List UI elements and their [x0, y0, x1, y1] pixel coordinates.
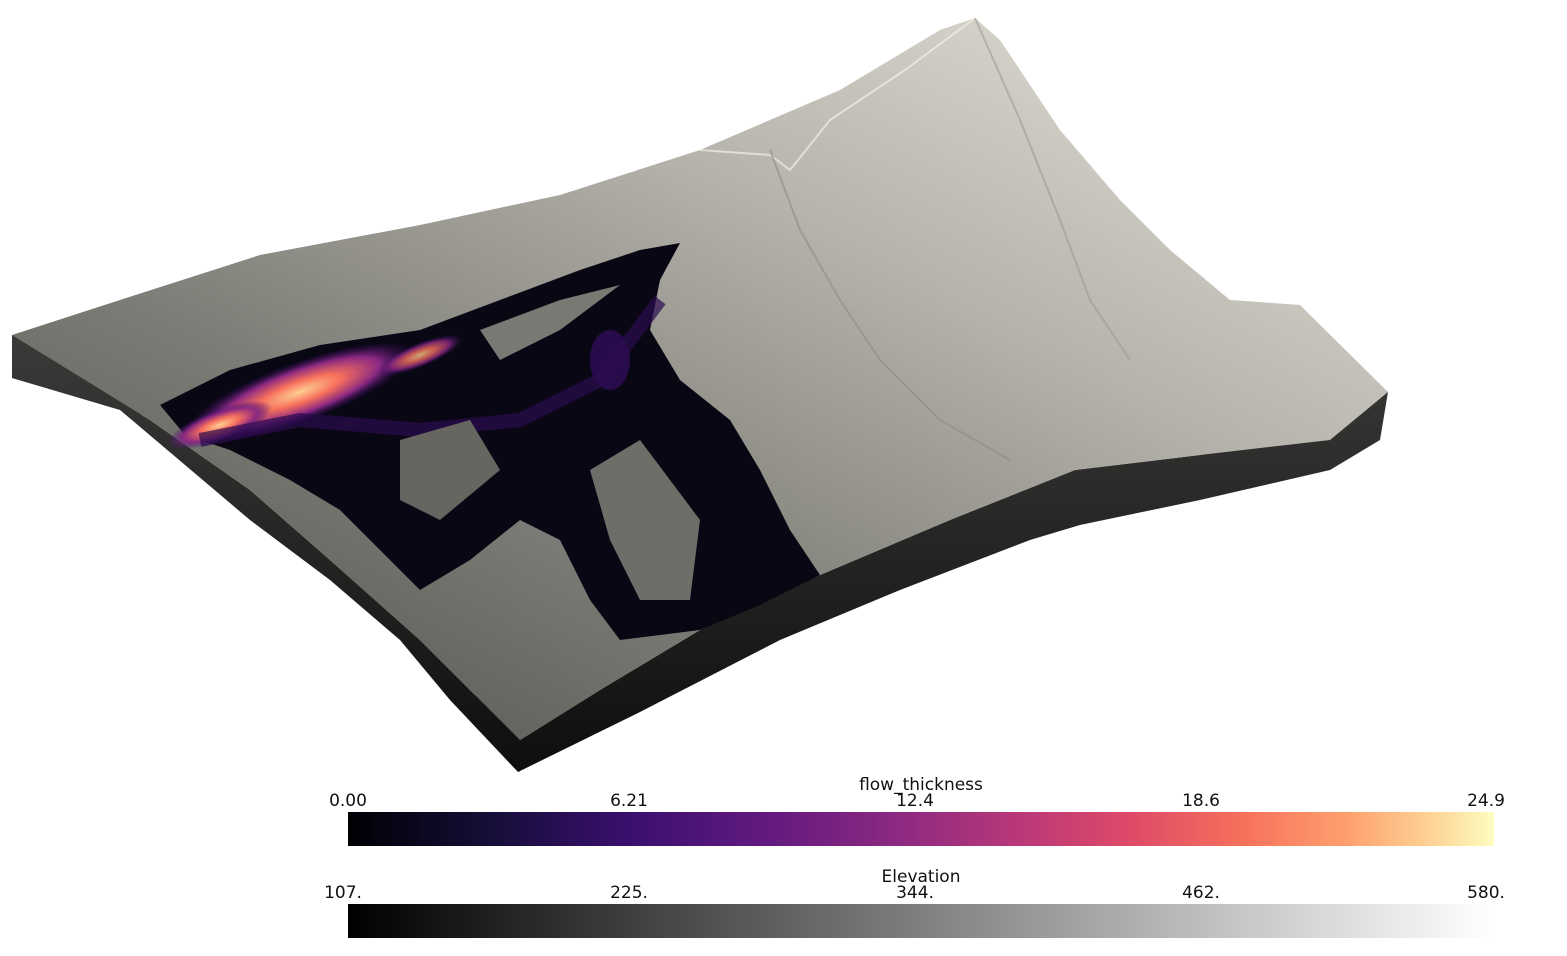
colorbar-ticks: 107. 225. 344. 462. 580. — [324, 883, 1505, 903]
colorbar-tick: 344. — [896, 883, 934, 903]
elevation-colorbar: Elevation 107. 225. 344. 462. 580. — [324, 867, 1505, 940]
colorbar-tick: 6.21 — [610, 791, 648, 811]
mountain-ridge-2 — [769, 149, 1011, 461]
colorbar-title: flow_thickness — [859, 775, 983, 795]
colorbar-gradient — [348, 812, 1494, 846]
colorbar-title: Elevation — [881, 867, 961, 887]
terrain-render — [12, 17, 1388, 772]
mountain-ridge-3 — [974, 17, 1131, 361]
colorbar-tick: 225. — [610, 883, 648, 903]
colorbar-tick: 12.4 — [896, 791, 934, 811]
lava-hotspot-2 — [168, 400, 272, 450]
colorbar-tick: 580. — [1467, 883, 1505, 903]
colorbar-tick: 0.00 — [329, 791, 367, 811]
flow-island-3 — [400, 420, 500, 520]
flow-island-1 — [480, 285, 620, 360]
terrain-top-surface — [12, 18, 1388, 740]
flow-thickness-colorbar: flow_thickness 0.00 6.21 12.4 18.6 24.9 — [329, 775, 1505, 848]
colorbar-tick: 18.6 — [1182, 791, 1220, 811]
3d-terrain-viewport[interactable] — [0, 0, 1567, 780]
colorbar-ticks: 0.00 6.21 12.4 18.6 24.9 — [329, 791, 1505, 811]
colorbar-tick: 107. — [324, 883, 362, 903]
mountain-ridge — [699, 17, 976, 172]
colorbar-tick: 24.9 — [1467, 791, 1505, 811]
colorbar-gradient — [348, 904, 1494, 938]
flow-island-2 — [590, 440, 700, 600]
colorbar-tick: 462. — [1182, 883, 1220, 903]
lava-hotspot-3 — [378, 334, 462, 376]
